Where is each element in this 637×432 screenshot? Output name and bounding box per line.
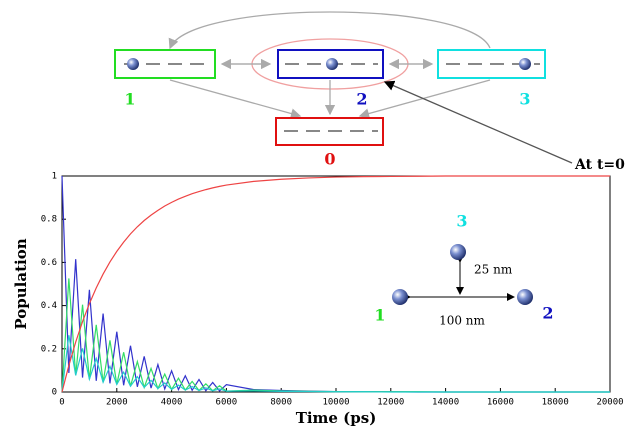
inset-label: 3: [456, 212, 467, 231]
y-tick-label: 0.4: [41, 301, 57, 311]
x-tick-label: 0: [59, 398, 64, 408]
level-box: [275, 117, 384, 146]
node-label: 2: [356, 90, 367, 109]
x-tick-label: 4000: [161, 398, 183, 408]
y-axis-label: Population: [12, 238, 30, 329]
inset-label: 2: [542, 304, 553, 323]
plot-frame: [61, 175, 611, 393]
x-axis-label: Time (ps): [296, 409, 377, 427]
x-tick-label: 10000: [322, 398, 349, 408]
inset-label: 100 nm: [439, 314, 485, 328]
inset-label: 1: [374, 306, 385, 325]
x-tick-label: 2000: [106, 398, 128, 408]
x-tick-label: 16000: [487, 398, 514, 408]
y-tick-label: 1: [52, 172, 57, 182]
series-line: [61, 175, 610, 393]
y-tick-label: 0.2: [41, 344, 57, 354]
x-tick-label: 6000: [216, 398, 238, 408]
level-box: [437, 49, 546, 79]
x-tick-label: 18000: [542, 398, 569, 408]
x-tick-label: 20000: [596, 398, 623, 408]
x-tick-label: 14000: [432, 398, 459, 408]
y-tick-label: 0.6: [41, 258, 57, 268]
y-tick-label: 0: [52, 388, 57, 398]
node-label: 0: [324, 150, 335, 169]
x-tick-label: 12000: [377, 398, 404, 408]
level-diagram: [114, 11, 573, 164]
arrow: [358, 79, 491, 119]
arrow: [168, 11, 491, 50]
node-label: 1: [124, 90, 135, 109]
series-line: [61, 335, 610, 393]
series-line: [61, 175, 610, 393]
annotation: At t=0: [574, 157, 625, 173]
arrow: [169, 79, 302, 119]
arrow: [383, 80, 573, 164]
y-tick-label: 0.8: [41, 215, 57, 225]
level-box: [277, 49, 384, 79]
inset-label: 25 nm: [474, 263, 513, 277]
x-tick-label: 8000: [270, 398, 292, 408]
level-box: [114, 49, 216, 79]
node-label: 3: [519, 90, 530, 109]
inset: [392, 244, 533, 305]
